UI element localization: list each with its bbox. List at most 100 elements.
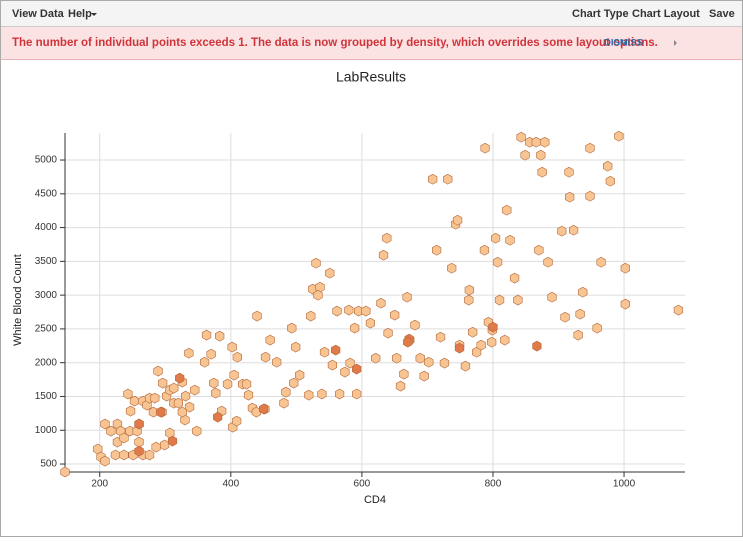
hexbin — [153, 365, 163, 377]
hexbin — [192, 425, 202, 437]
hexbin — [160, 439, 170, 451]
hexbin — [119, 432, 129, 444]
hexbin — [325, 267, 335, 279]
hexbin — [468, 326, 478, 338]
hexbin — [376, 297, 386, 309]
x-tick-label: 200 — [91, 479, 108, 490]
hexbin — [371, 352, 381, 364]
y-tick-label: 3500 — [35, 256, 58, 267]
hexbin — [110, 449, 121, 461]
hexbin — [134, 418, 144, 430]
y-tick-label: 2500 — [35, 324, 58, 335]
hexbin — [378, 249, 389, 261]
hexbin — [265, 334, 275, 346]
hexbin — [327, 359, 337, 371]
hexbin — [399, 368, 409, 380]
hexbin — [382, 232, 392, 244]
hexbin — [232, 351, 242, 363]
dismiss-button[interactable]: DISMISS — [604, 38, 643, 49]
hexbin — [510, 272, 520, 284]
hexbin — [169, 382, 179, 394]
y-tick-label: 2000 — [35, 357, 58, 368]
hexbin — [395, 380, 406, 392]
banner-message: The number of individual points exceeds … — [12, 37, 658, 49]
hexbin — [534, 244, 544, 256]
hexbin — [201, 329, 212, 341]
hexbin — [491, 232, 501, 244]
hexbin — [213, 411, 223, 423]
hexbin — [513, 294, 523, 306]
hexbin — [281, 386, 291, 398]
hexbin — [158, 377, 168, 389]
hexbin — [419, 370, 429, 382]
hexbin — [410, 319, 420, 331]
hexbin — [464, 294, 474, 306]
hexbin — [125, 405, 136, 417]
dismiss-arrow — [674, 40, 677, 46]
hexbin — [184, 347, 194, 359]
hexbin — [252, 310, 262, 322]
y-tick-label: 1000 — [35, 425, 58, 436]
hexbin — [480, 142, 490, 154]
hexbin — [536, 149, 546, 161]
hexbin — [287, 322, 297, 334]
hexbin — [295, 369, 305, 381]
hexbin — [505, 234, 515, 246]
x-tick-label: 800 — [485, 479, 502, 490]
hexbin — [317, 388, 327, 400]
hexbin — [340, 366, 350, 378]
hexbin — [578, 286, 588, 298]
hexbin — [424, 356, 434, 368]
hexbin — [532, 340, 542, 352]
toolbar — [1, 1, 742, 26]
hexbin — [345, 357, 355, 369]
hexbin — [464, 284, 474, 296]
hexbin — [279, 397, 289, 409]
hexbin — [479, 244, 490, 256]
hexbin — [402, 291, 412, 303]
hexbin — [100, 418, 110, 430]
y-tick-label: 4000 — [35, 222, 58, 233]
hexbin — [447, 262, 457, 274]
hexbin — [537, 166, 547, 178]
menu-help[interactable]: Help — [68, 8, 92, 20]
hexbin — [134, 445, 144, 457]
hexbin — [614, 130, 624, 142]
hexbin — [415, 352, 425, 364]
hexbin — [232, 415, 242, 427]
hexbin — [557, 225, 567, 237]
hexbin — [304, 389, 314, 401]
hexbin — [452, 214, 463, 226]
hexbin — [106, 425, 116, 437]
hexbin — [443, 173, 453, 185]
hexbin — [543, 256, 553, 268]
hexbin — [177, 406, 187, 418]
hexbin — [181, 390, 191, 402]
hexbin — [119, 449, 129, 461]
menu-view-data[interactable]: View Data — [12, 8, 65, 20]
hexbin — [335, 388, 345, 400]
hexbin — [241, 378, 252, 390]
chart-title: LabResults — [336, 69, 406, 85]
hexbin — [592, 322, 602, 334]
hexbin — [435, 331, 446, 343]
menu-chart-layout[interactable]: Chart Layout — [632, 8, 700, 20]
x-tick-label: 400 — [222, 479, 239, 490]
hexbin — [494, 294, 505, 306]
hexbin — [229, 369, 239, 381]
hexbin — [306, 310, 316, 322]
hexbin — [331, 344, 341, 356]
caret — [91, 13, 97, 16]
hexbin — [289, 377, 299, 389]
hexbin — [272, 356, 282, 368]
hexbin — [352, 388, 362, 400]
hexbin — [200, 356, 210, 368]
menu-chart-type[interactable]: Chart Type — [572, 8, 629, 20]
x-tick-label: 1000 — [613, 479, 636, 490]
hexbin — [313, 289, 323, 301]
menu-save[interactable]: Save — [709, 8, 735, 20]
hexbin — [173, 397, 183, 409]
hexbin — [383, 327, 393, 339]
